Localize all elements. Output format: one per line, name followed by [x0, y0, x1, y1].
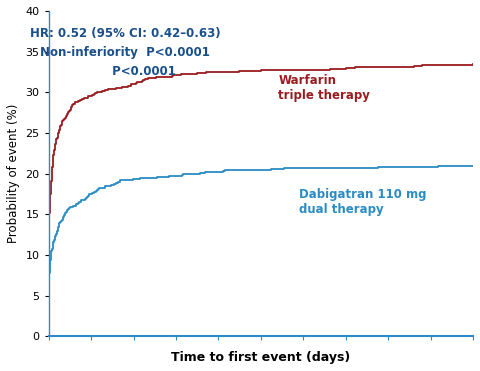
X-axis label: Time to first event (days): Time to first event (days): [171, 351, 350, 364]
Text: Dabigatran 110 mg
dual therapy: Dabigatran 110 mg dual therapy: [299, 188, 426, 216]
Text: Warfarin
triple therapy: Warfarin triple therapy: [278, 74, 370, 102]
Y-axis label: Probability of event (%): Probability of event (%): [7, 104, 20, 243]
Text: HR: 0.52 (95% CI: 0.42–0.63)
Non-inferiority  P<0.0001
         P<0.0001: HR: 0.52 (95% CI: 0.42–0.63) Non-inferio…: [30, 27, 220, 78]
